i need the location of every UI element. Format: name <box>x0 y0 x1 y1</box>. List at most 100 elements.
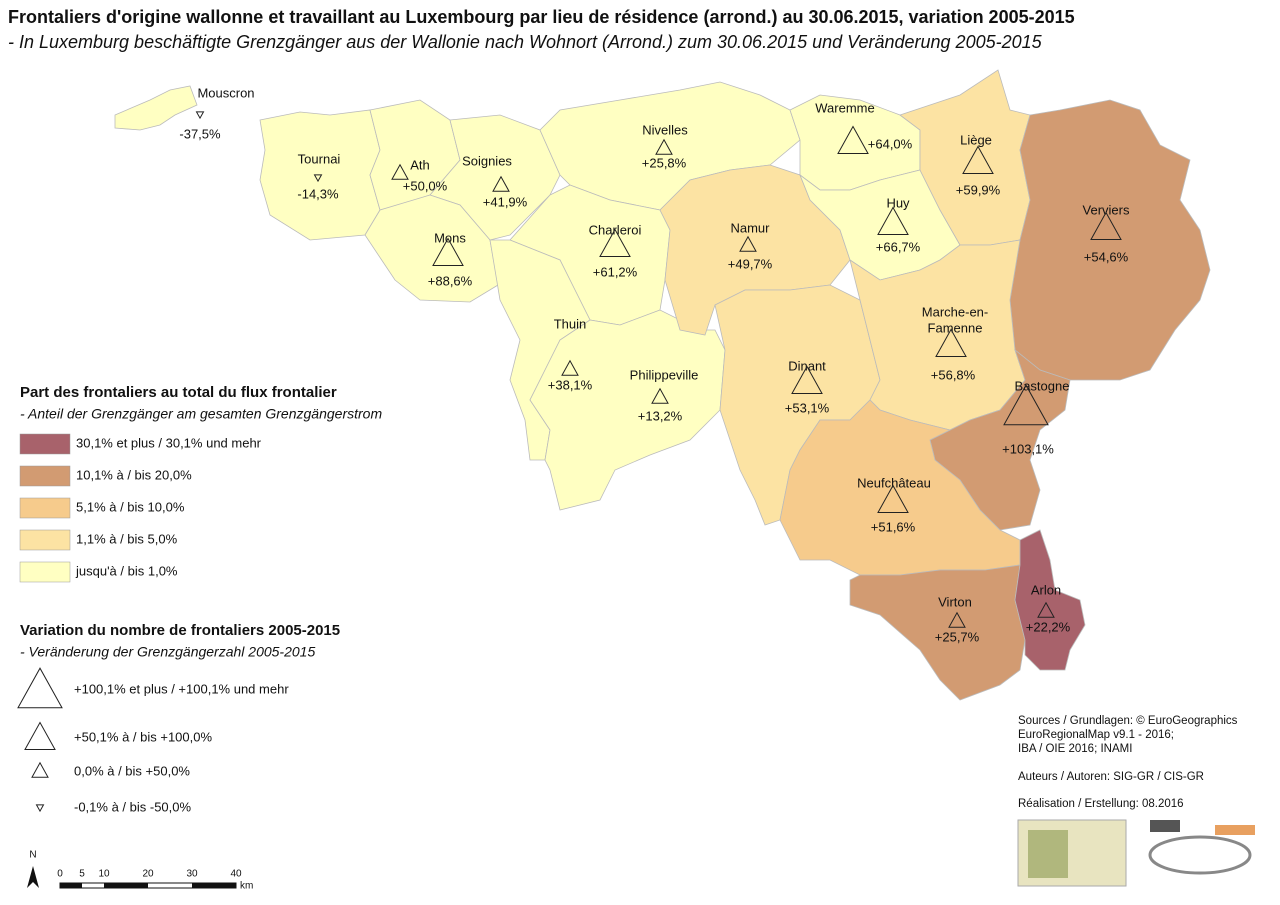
district-variation: +25,8% <box>642 155 687 170</box>
district-name: Namur <box>730 220 770 235</box>
district-name: Marche-en- <box>922 304 988 319</box>
source-line: IBA / OIE 2016; INAMI <box>1018 743 1132 755</box>
scale-unit: km <box>240 881 253 892</box>
district-variation: +41,9% <box>483 194 528 209</box>
district-variation: +38,1% <box>548 377 593 392</box>
district-variation: -14,3% <box>297 186 339 201</box>
district-variation: +51,6% <box>871 519 916 534</box>
district-name: Liège <box>960 132 992 147</box>
scale-tick-label: 40 <box>230 869 242 880</box>
district-variation: +22,2% <box>1026 619 1071 634</box>
logo <box>1148 835 1252 875</box>
variation-symbol <box>35 804 45 813</box>
scale-tick-label: 5 <box>79 869 85 880</box>
legend-title: Part des frontaliers au total du flux fr… <box>20 384 337 401</box>
variation-symbol <box>31 761 49 778</box>
district-variation: +56,8% <box>931 367 976 382</box>
variation-symbol <box>739 235 757 252</box>
authors: Auteurs / Autoren: SIG-GR / CIS-GR <box>1018 771 1204 783</box>
source-line: Sources / Grundlagen: © EuroGeographics <box>1018 715 1238 727</box>
variation-symbol <box>655 138 673 155</box>
district-name: Tournai <box>298 151 341 166</box>
district-variation: +49,7% <box>728 256 773 271</box>
district-variation: +54,6% <box>1084 249 1129 264</box>
legend-swatch <box>19 465 71 487</box>
district-name: Mouscron <box>197 85 254 100</box>
variation-symbol <box>1003 384 1049 426</box>
scale-bar-segment <box>192 883 236 888</box>
legend-label: +50,1% à / bis +100,0% <box>74 729 212 744</box>
legend-label: -0,1% à / bis -50,0% <box>74 799 191 814</box>
district-variation: +50,0% <box>403 178 448 193</box>
legend-label: 1,1% à / bis 5,0% <box>76 531 178 546</box>
variation-symbol <box>791 365 823 394</box>
subtitle: - In Luxemburg beschäftigte Grenzgänger … <box>8 32 1043 52</box>
scale-bar-segment <box>104 883 148 888</box>
region <box>1014 529 1086 671</box>
district-variation: +103,1% <box>1002 441 1054 456</box>
scale-tick-label: 0 <box>57 869 63 880</box>
logo <box>1150 820 1180 832</box>
district-variation: +88,6% <box>428 273 473 288</box>
title: Frontaliers d'origine wallonne et travai… <box>8 7 1075 27</box>
district-name: Virton <box>938 594 972 609</box>
district-labels: Mouscron -37,5% Tournai -14,3% Ath +50,0% Soig… <box>179 85 1130 644</box>
logo <box>1215 825 1255 835</box>
realisation: Réalisation / Erstellung: 08.2016 <box>1018 798 1184 810</box>
district-name: Mons <box>434 230 466 245</box>
district-name: Huy <box>886 195 910 210</box>
variation-symbol <box>948 611 966 628</box>
district-name: Arlon <box>1031 582 1061 597</box>
source-line: EuroRegionalMap v9.1 - 2016; <box>1018 729 1174 741</box>
legend-label: 0,0% à / bis +50,0% <box>74 763 190 778</box>
district-variation: +64,0% <box>868 136 913 151</box>
region <box>849 564 1026 701</box>
legend-label: jusqu'à / bis 1,0% <box>75 563 178 578</box>
legend-label: 10,1% à / bis 20,0% <box>76 467 192 482</box>
variation-symbol <box>935 328 967 357</box>
regions <box>114 69 1211 701</box>
district-variation: +13,2% <box>638 408 683 423</box>
district-variation: -37,5% <box>179 126 221 141</box>
district-name: Famenne <box>928 320 983 335</box>
variation-symbol <box>313 174 323 183</box>
district-name: Neufchâteau <box>857 475 931 490</box>
legend-label: 5,1% à / bis 10,0% <box>76 499 185 514</box>
legend-label: 30,1% et plus / 30,1% und mehr <box>76 435 262 450</box>
north-arrow: N <box>27 850 39 888</box>
scale-tick-label: 10 <box>98 869 110 880</box>
variation-symbol <box>877 484 909 513</box>
region <box>114 85 198 131</box>
variation-symbol <box>837 125 869 154</box>
variation-symbol <box>599 228 631 257</box>
district-variation: +53,1% <box>785 400 830 415</box>
legend-swatch <box>19 561 71 583</box>
legend-swatch <box>19 529 71 551</box>
district-name: Nivelles <box>642 122 688 137</box>
variation-symbol <box>492 175 510 192</box>
region <box>429 114 561 241</box>
district-variation: +59,9% <box>956 182 1001 197</box>
district-name: Thuin <box>554 316 587 331</box>
district-name: Ath <box>410 157 430 172</box>
variation-symbol <box>195 111 205 120</box>
legend-label: +100,1% et plus / +100,1% und mehr <box>74 681 289 696</box>
region <box>779 399 1021 576</box>
variation-symbol <box>17 667 63 709</box>
district-name: Waremme <box>815 100 874 115</box>
scale-bar-segment <box>60 883 82 888</box>
variation-symbol <box>391 163 409 180</box>
logos <box>1017 819 1255 887</box>
variation-symbol <box>651 387 669 404</box>
north-arrow-shape <box>27 866 39 888</box>
variation-symbol <box>432 237 464 266</box>
district-name: Verviers <box>1083 202 1130 217</box>
legend-title: Variation du nombre de frontaliers 2005-… <box>20 622 340 639</box>
variation-symbol <box>24 721 56 750</box>
logo <box>1028 830 1068 878</box>
variation-symbol <box>561 359 579 376</box>
legend-subtitle: - Anteil der Grenzgänger am gesamten Gre… <box>20 406 382 422</box>
district-variation: +25,7% <box>935 629 980 644</box>
